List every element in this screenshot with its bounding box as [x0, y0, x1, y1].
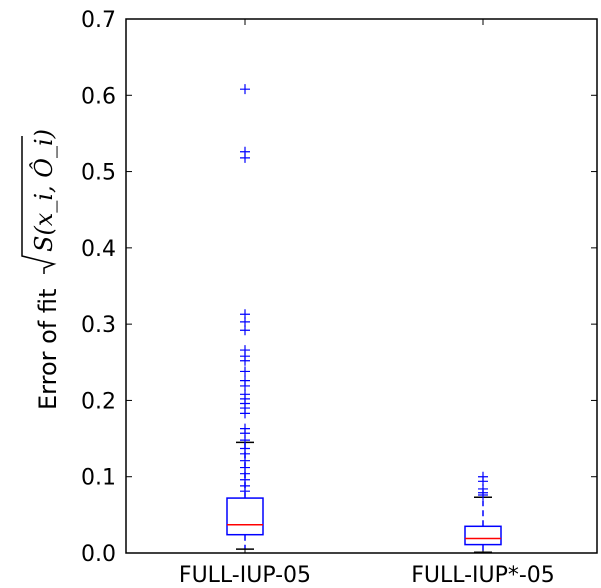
y-tick-label: 0.2: [81, 389, 116, 414]
box-iqr: [464, 525, 502, 546]
y-axis-label-text: Error of fit: [34, 289, 62, 410]
outlier-point: [240, 366, 250, 377]
outlier-point: [240, 355, 250, 366]
outlier-point: [240, 486, 250, 497]
outlier-point: [240, 408, 250, 419]
outlier-point: [478, 490, 488, 501]
y-tick-label: 0.0: [81, 542, 116, 567]
axes-frame: [125, 18, 598, 554]
x-tick-label: FULL-IUP-05: [179, 563, 311, 588]
outlier-point: [240, 84, 250, 95]
outlier-point: [240, 316, 250, 327]
y-axis-math-text: S(x_i, Ô_i): [29, 129, 58, 252]
y-tick-label: 0.3: [81, 313, 116, 338]
y-axis-label: Error of fit S(x_i, Ô_i): [21, 129, 62, 410]
y-tick-label: 0.4: [81, 237, 116, 262]
sqrt-symbol: [21, 136, 57, 274]
y-tick-label: 0.7: [81, 8, 116, 33]
y-tick-label: 0.6: [81, 84, 116, 109]
y-tick-label: 0.5: [81, 161, 116, 186]
outlier-point: [240, 152, 250, 163]
outlier-point: [240, 380, 250, 391]
y-tick-label: 0.1: [81, 466, 116, 491]
x-tick-label: FULL-IUP*-05: [411, 563, 555, 588]
plot-area: 0.0 0.1 0.2 0.3 0.4 0.5 0.6 0.7 FULL-IUP-05 FULL-…: [81, 8, 598, 588]
box-iqr: [226, 497, 264, 536]
outlier-point: [240, 435, 250, 446]
outlier-point: [240, 325, 250, 336]
